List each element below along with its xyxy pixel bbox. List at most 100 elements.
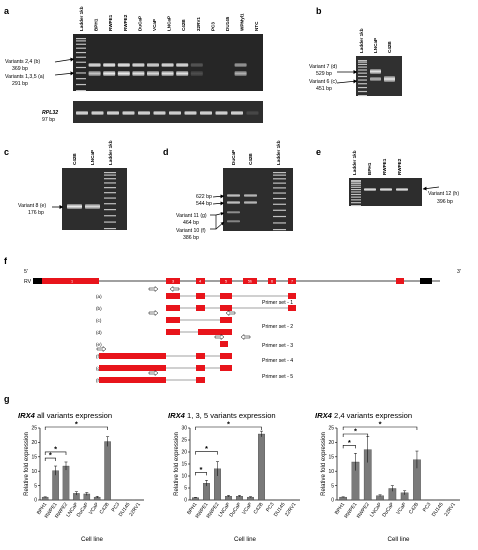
b-label-2-line2: 451 bp [316,86,332,92]
a-label-1-line2: 369 bp [12,66,28,72]
exon-box [196,278,205,284]
y-tick-label: 0 [184,498,187,504]
a-label-1-line1: Variants 2,4 (b) [5,59,40,65]
lane-label: Ladder 1kb [352,150,357,175]
forward-primer-arrow [148,309,159,317]
significance-bracket [195,472,207,476]
x-tick-label: C42B [99,501,111,515]
variant-label: (b) [96,306,102,311]
chart-title: IRX4 2,4 variants expression [315,411,412,420]
y-tick-label: 5 [184,486,187,492]
x-tick-label: VCaP [395,501,408,516]
gel-band [176,63,189,67]
y-tick-label: 20 [181,450,187,456]
variant-exon [220,341,228,347]
panel-label-c: c [4,147,9,157]
ladder-band [358,79,367,81]
variant-label: (f) [96,354,101,359]
lane-label: Ladder 1kb [79,6,84,31]
variant-exon [196,293,205,299]
gel-a-main [73,34,263,91]
lane-label: BPH1 [367,162,372,175]
gel-band [117,63,130,67]
b-label-2-line1: Variant 6 (c) [309,79,337,85]
lane-label: Ladder 1kb [276,140,281,165]
x-tick-label: PC3 [111,502,122,514]
bar [258,433,265,501]
significance-bracket [195,451,218,455]
y-tick-label: 0 [34,498,37,504]
chart-title-gene: IRX4 [315,411,333,420]
y-tick-label: 30 [181,426,187,432]
variant-exon [196,365,205,371]
y-tick-label: 5 [34,483,37,489]
gel-c [62,168,127,230]
significance-star: * [348,438,351,447]
panel-d-lane-labels: DuCaP C42B Ladder 1kb [231,140,281,165]
lane-label: DU145 [225,16,230,31]
gel-band [76,111,88,115]
gel-band [190,71,203,76]
ladder-band [104,228,116,230]
lane-label: LNCaP [167,16,172,31]
y-tick-label: 20 [328,440,334,446]
ladder-band [358,69,367,71]
y-tick-label: 15 [31,455,37,461]
variant-exon [166,293,180,299]
panel-label-f: f [4,256,8,266]
x-tick-label: DuCaP [228,501,243,518]
bar-chart-3: IRX4 2,4 variants expression 0 5 10 15 20 25Re… [315,411,460,543]
variant-exon [220,293,232,299]
y-axis-label: Relative fold expression [321,432,327,496]
y-tick-label: 0 [331,498,334,504]
significance-star: * [200,465,203,474]
y-tick-label: 20 [31,440,37,446]
gel-band [169,111,181,115]
gel-d-bands [227,172,286,231]
a-label-2-line2: 291 bp [12,81,28,87]
ladder-band [104,192,116,194]
variant-exon [198,329,232,335]
panel-label-a: a [4,6,10,16]
exon-label: 4 [199,280,201,284]
variant-label: (d) [96,330,102,335]
gel-band [132,71,145,76]
e-label-line2: 396 bp [437,199,453,205]
lane-label: PC3 [210,22,215,31]
ladder-band [104,182,116,184]
lane-label: Ladder 1kb [108,140,113,165]
x-axis-label: Cell line [234,536,257,543]
ladder-band [358,86,367,89]
x-tick-label: RWPE2 [356,502,371,520]
chart-title: IRX4 all variants expression [18,411,112,420]
exon-box [243,278,257,284]
ladder-band [76,38,86,40]
ladder-band [351,193,361,196]
gel-band [138,111,150,115]
gel-band [67,204,82,209]
variant-exon [99,365,166,371]
gel-band [244,201,257,204]
forward-primer-arrow [96,345,107,353]
variant-label: (e) [96,342,102,347]
variant-exon [196,305,205,311]
gel-band [246,111,259,115]
d-arrow-3 [215,212,225,216]
significance-star: * [54,444,57,453]
gel-band [117,71,130,76]
d-arrow-2 [212,201,225,206]
gel-band [176,71,189,76]
ladder-band [351,180,361,182]
gel-band [88,63,101,67]
ladder-band [76,47,86,49]
panel-label-d: d [163,147,169,157]
significance-bracket [195,426,262,430]
forward-primer-arrow [148,285,159,293]
significance-bracket [342,445,356,449]
y-tick-label: 15 [181,462,187,468]
ladder-band [351,182,361,184]
exon-label: 5 [225,280,227,284]
a-control-gene: RPL32 [42,110,58,116]
a-arrow-2 [54,71,75,76]
f-five-prime: 5' [24,269,28,275]
